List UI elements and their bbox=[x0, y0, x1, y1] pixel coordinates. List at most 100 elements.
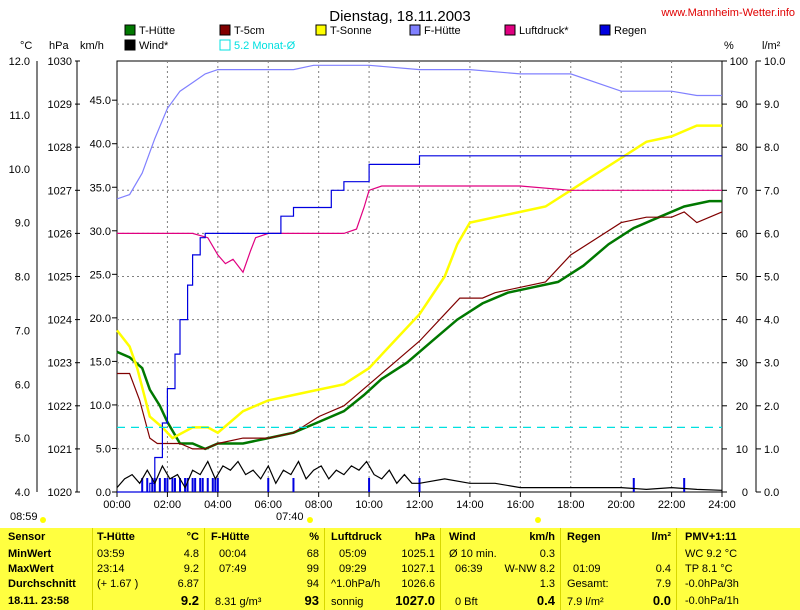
site-url: www.Mannheim-Wetter.info bbox=[660, 7, 795, 19]
legend-label-4: Luftdruck* bbox=[519, 25, 569, 37]
t-huette-current: 9.2 bbox=[180, 593, 199, 608]
legend-swatch-5 bbox=[599, 24, 611, 36]
rain-tick: 0.0 bbox=[764, 487, 779, 499]
legend-label-2: T-Sonne bbox=[330, 25, 372, 37]
legend-swatch-6 bbox=[124, 39, 136, 51]
celsius-tick: 6.0 bbox=[15, 379, 30, 391]
luftdruck-header: Luftdruck bbox=[331, 531, 382, 543]
weather-condition: sonnig bbox=[331, 596, 364, 608]
celsius-tick: 7.0 bbox=[15, 325, 30, 337]
unit-rain: l/m² bbox=[762, 40, 781, 52]
sunrise-time: 07:40 bbox=[276, 511, 304, 523]
luftdruck-column: Luftdruck hPa 05:09 1025.1 09:29 1027.1 … bbox=[324, 528, 441, 610]
legend-swatch-4 bbox=[504, 24, 516, 36]
wind-header: Wind bbox=[449, 531, 476, 543]
dewpoint: TP 8.1 °C bbox=[685, 563, 733, 575]
celsius-tick: 9.0 bbox=[15, 218, 30, 230]
f-huette-min: 68 bbox=[306, 548, 319, 560]
t-huette-unit: °C bbox=[186, 531, 199, 543]
regen-unit: l/m² bbox=[651, 531, 671, 543]
pmv-column: PMV+1:11 WC 9.2 °C TP 8.1 °C -0.0hPa/3h … bbox=[676, 528, 800, 610]
kmh-tick: 25.0 bbox=[90, 269, 111, 281]
legend-label-0: T-Hütte bbox=[139, 25, 175, 37]
rain-tick: 9.0 bbox=[764, 99, 779, 111]
chart-title: Dienstag, 18.11.2003 bbox=[329, 8, 471, 25]
legend-swatch-1 bbox=[219, 24, 231, 36]
sunshine-bar bbox=[211, 478, 214, 492]
x-tick: 22:00 bbox=[658, 499, 686, 511]
hpa-tick: 1023 bbox=[48, 358, 72, 370]
x-tick: 02:00 bbox=[154, 499, 182, 511]
percent-tick: 20 bbox=[736, 401, 748, 413]
celsius-tick: 8.0 bbox=[15, 272, 30, 284]
unit-percent: % bbox=[724, 40, 734, 52]
f-huette-min-time: 00:04 bbox=[219, 548, 247, 560]
rain-tick: 1.0 bbox=[764, 444, 779, 456]
regen-total: 7.9 bbox=[655, 578, 671, 590]
rain-tick: 5.0 bbox=[764, 272, 779, 284]
kmh-tick: 35.0 bbox=[90, 182, 111, 194]
min-row-label: MinWert bbox=[8, 548, 52, 560]
percent-tick: 10 bbox=[736, 444, 748, 456]
sunshine-bar bbox=[292, 478, 295, 492]
x-tick: 20:00 bbox=[607, 499, 635, 511]
sunshine-bar bbox=[151, 478, 154, 492]
f-huette-header: F-Hütte bbox=[211, 531, 250, 543]
sensor-header: Sensor bbox=[8, 531, 46, 543]
regen-max-time: 01:09 bbox=[573, 563, 601, 575]
regen-total-label: Gesamt: bbox=[567, 578, 609, 590]
kmh-tick: 30.0 bbox=[90, 226, 111, 238]
x-tick: 16:00 bbox=[507, 499, 535, 511]
wind-avg: 1.3 bbox=[539, 578, 555, 590]
t-huette-min-time: 03:59 bbox=[97, 548, 125, 560]
t-huette-avg-note: (+ 1.67 ) bbox=[97, 578, 139, 590]
wind-min: 0.3 bbox=[539, 548, 555, 560]
f-huette-column: F-Hütte % 00:04 68 07:49 99 94 8.31 g/m³… bbox=[204, 528, 325, 610]
f-huette-max-time: 07:49 bbox=[219, 563, 247, 575]
celsius-tick: 5.0 bbox=[15, 433, 30, 445]
regen-day-sum: 7.9 l/m² bbox=[567, 596, 604, 608]
sunset-icon bbox=[535, 517, 541, 523]
t-huette-max: 9.2 bbox=[183, 563, 199, 575]
pressure-trend-1h: -0.0hPa/1h bbox=[685, 595, 739, 607]
weather-chart: Dienstag, 18.11.2003 www.Mannheim-Wetter.… bbox=[9, 7, 795, 511]
pressure-trend-3h: -0.0hPa/3h bbox=[685, 578, 739, 590]
hpa-tick: 1020 bbox=[48, 487, 72, 499]
rain-tick: 3.0 bbox=[764, 358, 779, 370]
luftdruck-max: 1027.1 bbox=[401, 563, 435, 575]
avg-row-label: Durchschnitt bbox=[8, 578, 76, 590]
sunshine-bar bbox=[194, 478, 197, 492]
hpa-tick: 1021 bbox=[48, 444, 72, 456]
hpa-tick: 1026 bbox=[48, 228, 72, 240]
percent-tick: 90 bbox=[736, 99, 748, 111]
legend-label-7: 5.2 Monat-Ø bbox=[234, 40, 296, 52]
x-tick: 08:00 bbox=[305, 499, 333, 511]
sunshine-bar bbox=[683, 478, 686, 492]
legend-label-6: Wind* bbox=[139, 40, 169, 52]
left-time: 08:59 bbox=[10, 511, 38, 523]
sunshine-bar bbox=[206, 478, 209, 492]
percent-tick: 100 bbox=[730, 56, 748, 68]
sunshine-bar bbox=[158, 478, 161, 492]
legend-swatch-2 bbox=[315, 24, 327, 36]
kmh-tick: 10.0 bbox=[90, 400, 111, 412]
sunshine-bar bbox=[179, 478, 182, 492]
percent-tick: 80 bbox=[736, 142, 748, 154]
hpa-tick: 1022 bbox=[48, 401, 72, 413]
sunshine-bar bbox=[153, 478, 156, 492]
series-t-5cm bbox=[117, 211, 723, 450]
current-timestamp: 18.11. 23:58 bbox=[8, 595, 70, 607]
rain-tick: 10.0 bbox=[764, 56, 785, 68]
wind-unit: km/h bbox=[529, 531, 555, 543]
sunshine-bar bbox=[163, 478, 166, 492]
sunshine-bar bbox=[184, 478, 187, 492]
f-huette-current: 93 bbox=[304, 593, 319, 608]
celsius-tick: 12.0 bbox=[9, 56, 30, 68]
hpa-tick: 1028 bbox=[48, 142, 72, 154]
rain-tick: 6.0 bbox=[764, 228, 779, 240]
kmh-tick: 20.0 bbox=[90, 313, 111, 325]
f-huette-unit: % bbox=[309, 531, 319, 543]
unit-kmh: km/h bbox=[80, 40, 104, 52]
t-huette-max-time: 23:14 bbox=[97, 563, 125, 575]
legend-label-3: F-Hütte bbox=[424, 25, 461, 37]
